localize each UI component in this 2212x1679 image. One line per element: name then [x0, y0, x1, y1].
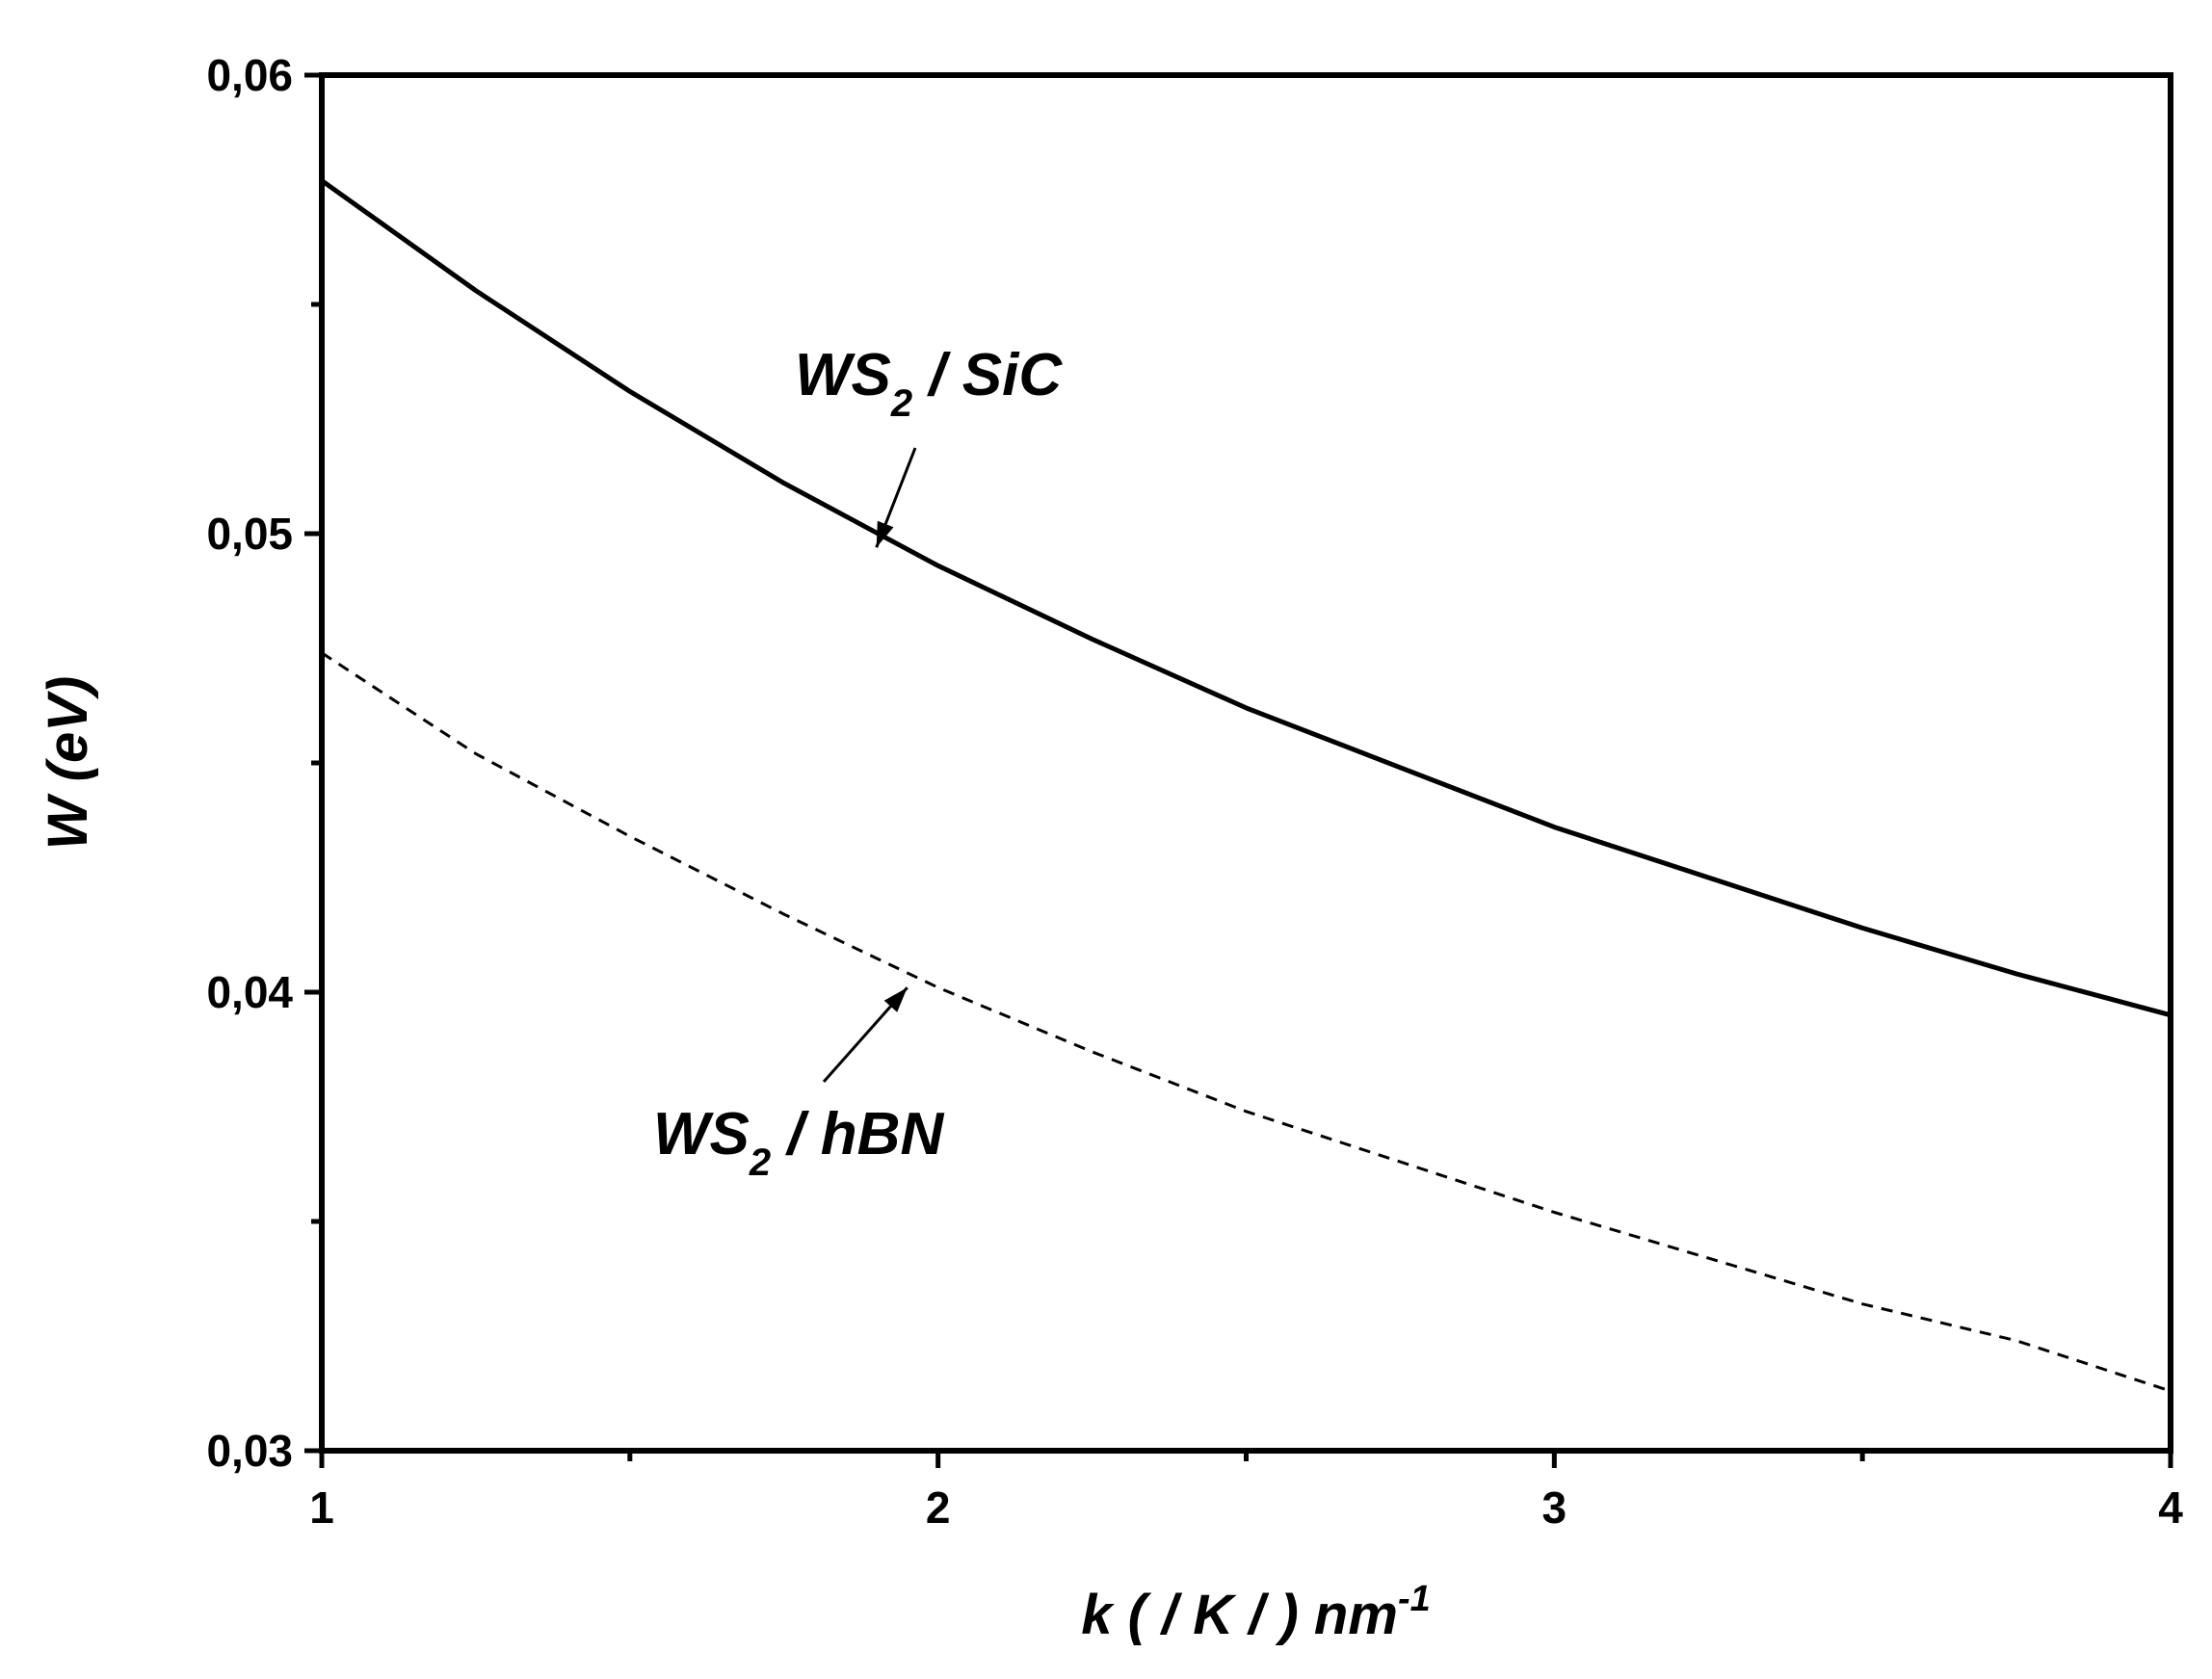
- x-tick-label: 1: [309, 1482, 334, 1533]
- x-axis-title-main: k ( / K / ) nm: [1081, 1584, 1398, 1646]
- y-axis-title: W (eV): [37, 676, 99, 850]
- x-tick-label: 4: [2158, 1482, 2183, 1533]
- series-label-1: WS2 / SiC: [795, 342, 1063, 425]
- annotation-arrow-head: [883, 987, 908, 1012]
- x-axis-title-superscript: -1: [1398, 1579, 1431, 1619]
- series-line-1: [320, 178, 2172, 1018]
- x-tick-label: 2: [926, 1482, 951, 1533]
- y-tick-label: 0,03: [206, 1426, 293, 1476]
- y-tick-label: 0,06: [206, 50, 293, 100]
- plot-frame: [319, 72, 2173, 1454]
- x-axis-title: k ( / K / ) nm-1: [1081, 1579, 1430, 1646]
- series-layer: [320, 178, 2172, 1393]
- labels-layer: 1 2 3 4 0,03 0,04 0,05 0,06 WS2 / SiC WS2 / hBN: [206, 50, 2183, 1533]
- y-tick-label: 0,04: [206, 967, 293, 1017]
- ticks-layer: [304, 72, 2173, 1468]
- series-line-2: [321, 651, 2172, 1393]
- x-tick-label: 3: [1542, 1482, 1567, 1533]
- series-label-2: WS2 / hBN: [653, 1101, 944, 1184]
- annotation-arrow-head: [876, 520, 894, 548]
- y-tick-label: 0,05: [206, 509, 293, 559]
